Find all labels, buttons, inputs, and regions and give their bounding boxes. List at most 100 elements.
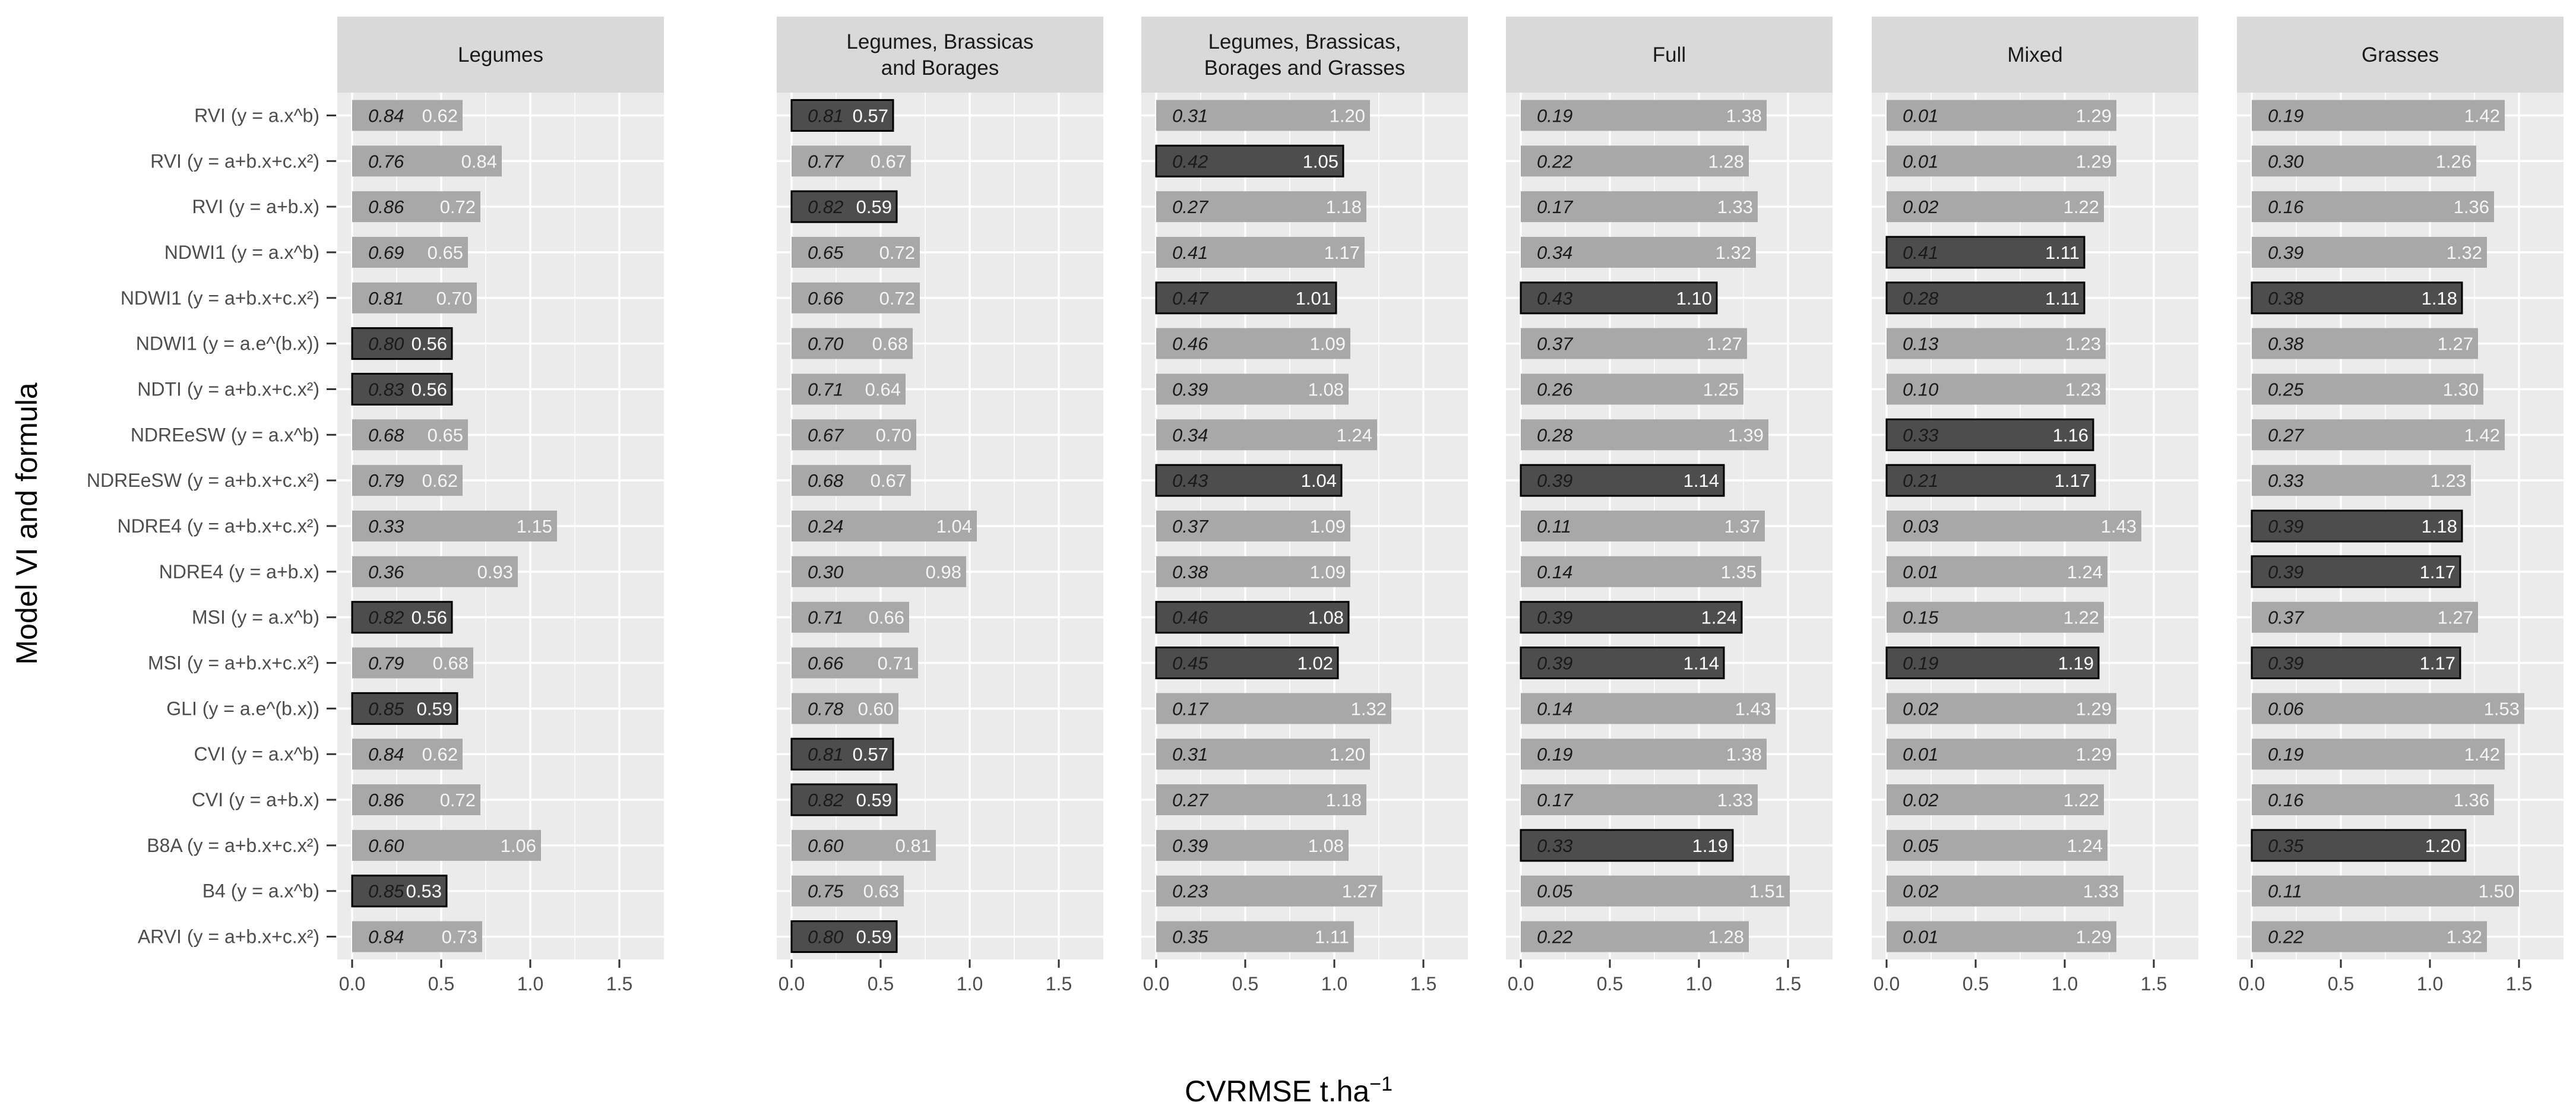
bar-value-label: 1.04 [936,516,972,537]
bar [792,373,906,405]
bar-r2-label: 0.60 [808,835,843,856]
panel: Mixed 0.01 1.29 0.01 1.29 0.02 1.22 0.41 1.11 0.2… [1872,17,2198,994]
bar-r2-label: 0.81 [808,105,843,126]
bar-highlighted [1155,464,1343,497]
bar-r2-label: 0.11 [2268,881,2302,902]
x-axis-title-text: CVRMSE t.ha [1185,1075,1369,1108]
bar-highlighted [1155,144,1344,178]
bar-r2-label: 0.16 [2268,197,2304,217]
bar-value-label: 0.72 [879,288,915,309]
bar-highlighted [351,601,453,634]
bar [1521,100,1767,131]
bar-value-label: 0.56 [412,334,447,354]
bar [2252,784,2494,816]
bar-value-label: 1.18 [2422,288,2457,309]
bar [2252,191,2494,223]
bar [2252,875,2519,907]
bar-r2-label: 0.25 [2268,379,2304,400]
bar-r2-label: 0.33 [1903,425,1938,445]
bar-r2-label: 0.82 [808,790,843,810]
bar-value-label: 0.68 [433,653,469,674]
bar-r2-label: 0.22 [1537,151,1572,172]
bar-r2-label: 0.28 [1903,288,1939,309]
bar-value-label: 1.19 [2058,653,2094,674]
y-tick-label: CVI (y = a+b.x) [192,789,319,810]
bar [792,601,909,633]
bar [1887,328,2106,359]
x-tick-label: 1.0 [2417,973,2443,994]
bar-value-label: 1.27 [2438,334,2473,354]
y-tick-label: NDRE4 (y = a+b.x+c.x²) [117,515,319,537]
bar-value-label: 1.17 [2055,470,2090,491]
y-tick-label: ARVI (y = a+b.x+c.x²) [138,926,319,948]
bar [1521,739,1767,770]
bar-r2-label: 0.66 [808,288,844,309]
bar-value-label: 1.11 [2045,242,2080,263]
bar [1887,921,2116,952]
y-tick-label: NDRE4 (y = a+b.x) [159,561,319,582]
bar-value-label: 1.20 [1330,105,1365,126]
bar-value-label: 1.36 [2454,197,2489,217]
bar-value-label: 1.19 [1692,835,1728,856]
bar-r2-label: 0.01 [1903,562,1938,582]
panel-title: Grasses [2362,43,2439,66]
bar-r2-label: 0.10 [1903,379,1938,400]
bar [1156,328,1350,359]
bar-value-label: 1.42 [2464,744,2500,765]
bar [352,236,468,268]
panel: Grasses 0.19 1.42 0.30 1.26 0.16 1.36 0.39 1.32 0… [2237,17,2564,994]
bar-r2-label: 0.75 [808,881,844,902]
bar [792,875,904,907]
panel: Legumes, Brassicas, Borages and Grasses 0.… [1141,17,1468,994]
bar-highlighted [2251,281,2463,315]
bar-value-label: 1.24 [2067,562,2103,582]
bar-highlighted [790,783,898,816]
bar-r2-label: 0.17 [1537,197,1574,217]
x-tick-label: 0.0 [1874,973,1900,994]
bar-value-label: 1.28 [1708,927,1744,948]
y-tick-label: NDWI1 (y = a.x^b) [164,242,319,263]
x-tick-label: 0.0 [339,973,365,994]
bar [2252,373,2483,405]
bar-highlighted [790,737,894,771]
bar [1887,100,2116,131]
bar [2252,236,2487,268]
bar-value-label: 1.28 [1708,151,1744,172]
x-tick-label: 1.5 [606,973,632,994]
bar [792,829,936,861]
bar-value-label: 0.84 [461,151,497,172]
bar [1156,236,1365,268]
bar-r2-label: 0.66 [808,653,844,674]
bar [2252,465,2471,496]
bar [2252,328,2478,359]
bar-value-label: 1.39 [1728,425,1764,445]
bar-value-label: 1.23 [2065,379,2101,400]
bar [1156,511,1350,541]
bar-highlighted [1520,464,1725,497]
bar-highlighted [351,372,453,406]
bar-r2-label: 0.43 [1172,470,1208,491]
bar-r2-label: 0.39 [2268,242,2303,263]
y-tick-label: NDREeSW (y = a+b.x+c.x²) [87,470,319,491]
bar-value-label: 0.59 [856,927,892,948]
bar-r2-label: 0.77 [808,151,844,172]
bar-value-label: 0.67 [871,470,906,491]
bar [1156,373,1349,405]
y-tick-label: NDWI1 (y = a+b.x+c.x²) [121,287,319,309]
bar-value-label: 0.59 [856,197,892,217]
bar-value-label: 1.09 [1310,516,1346,537]
bar [1887,601,2104,633]
bar-r2-label: 0.37 [1172,516,1209,537]
x-tick-label: 1.0 [2052,973,2078,994]
bar-r2-label: 0.30 [2268,151,2303,172]
bar-value-label: 0.63 [863,881,899,902]
bar [1156,875,1382,907]
panel-strip [1872,17,2198,93]
bar-r2-label: 0.39 [2268,653,2303,674]
bar-r2-label: 0.84 [368,105,404,126]
bar [1521,236,1756,268]
bar [352,784,480,816]
bar-r2-label: 0.85 [368,881,404,902]
bar [1521,328,1747,359]
bar-r2-label: 0.70 [808,334,843,354]
